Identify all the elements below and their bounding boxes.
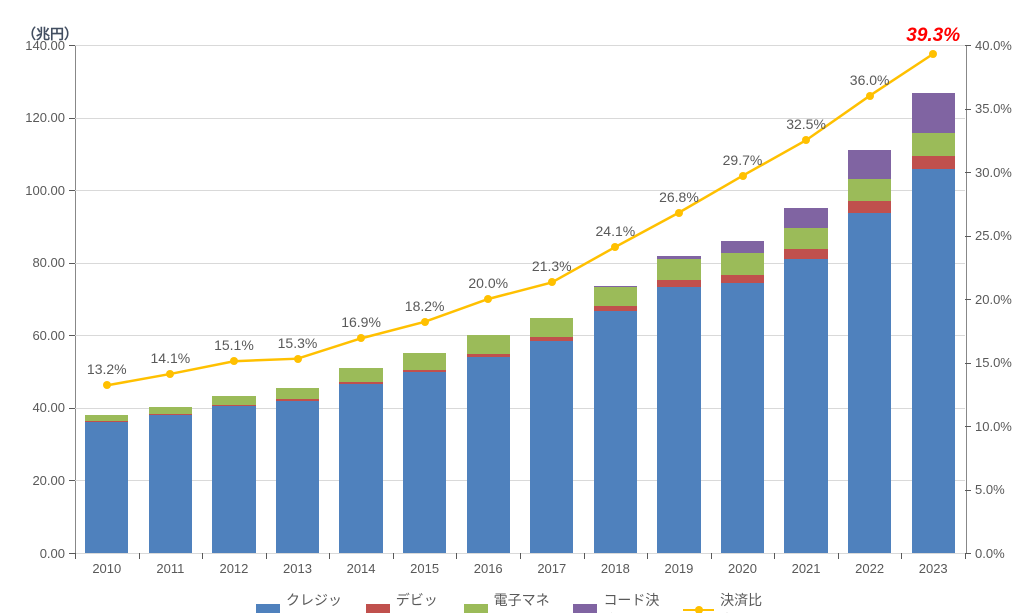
legend-label: デビット — [396, 590, 444, 613]
ratio-label: 24.1% — [595, 223, 635, 239]
ratio-marker — [929, 50, 937, 58]
legend-swatch — [464, 604, 488, 613]
ratio-label: 20.0% — [468, 275, 508, 291]
ratio-label: 14.1% — [150, 350, 190, 366]
legend-swatch — [256, 604, 280, 613]
legend: クレジット デビット 電子マネー コード決済 決済比率 — [256, 590, 768, 613]
ratio-marker — [866, 92, 874, 100]
ratio-label: 26.8% — [659, 189, 699, 205]
ratio-marker — [802, 136, 810, 144]
legend-item-code: コード決済 — [573, 590, 663, 613]
ratio-marker — [548, 278, 556, 286]
legend-label: 電子マネー — [494, 590, 554, 613]
legend-swatch — [366, 604, 390, 613]
ratio-marker — [611, 243, 619, 251]
ratio-label: 16.9% — [341, 314, 381, 330]
ratio-marker — [357, 334, 365, 342]
ratio-label: 29.7% — [723, 152, 763, 168]
ratio-label-highlight: 39.3% — [906, 25, 960, 47]
ratio-label: 21.3% — [532, 258, 572, 274]
legend-item-ratio: 決済比率 — [683, 590, 768, 613]
ratio-marker — [166, 370, 174, 378]
ratio-marker — [230, 357, 238, 365]
ratio-marker — [103, 381, 111, 389]
ratio-marker — [675, 209, 683, 217]
legend-item-emoney: 電子マネー — [464, 590, 554, 613]
unit-label: （兆円） — [22, 24, 78, 44]
ratio-marker — [739, 172, 747, 180]
legend-item-debit: デビット — [366, 590, 444, 613]
legend-swatch — [573, 604, 597, 613]
legend-label: クレジット — [286, 590, 346, 613]
legend-line-icon — [683, 604, 714, 613]
ratio-marker — [421, 318, 429, 326]
ratio-label: 32.5% — [786, 116, 826, 132]
legend-label: コード決済 — [603, 590, 663, 613]
ratio-label: 36.0% — [850, 72, 890, 88]
legend-item-credit: クレジット — [256, 590, 346, 613]
ratio-label: 15.1% — [214, 337, 254, 353]
ratio-marker — [294, 355, 302, 363]
payment-chart: 0.0020.0040.0060.0080.00100.00120.00140.… — [0, 0, 1024, 613]
ratio-marker — [484, 295, 492, 303]
ratio-label: 18.2% — [405, 298, 445, 314]
ratio-label: 15.3% — [278, 335, 318, 351]
legend-label: 決済比率 — [720, 590, 768, 613]
ratio-label: 13.2% — [87, 361, 127, 377]
